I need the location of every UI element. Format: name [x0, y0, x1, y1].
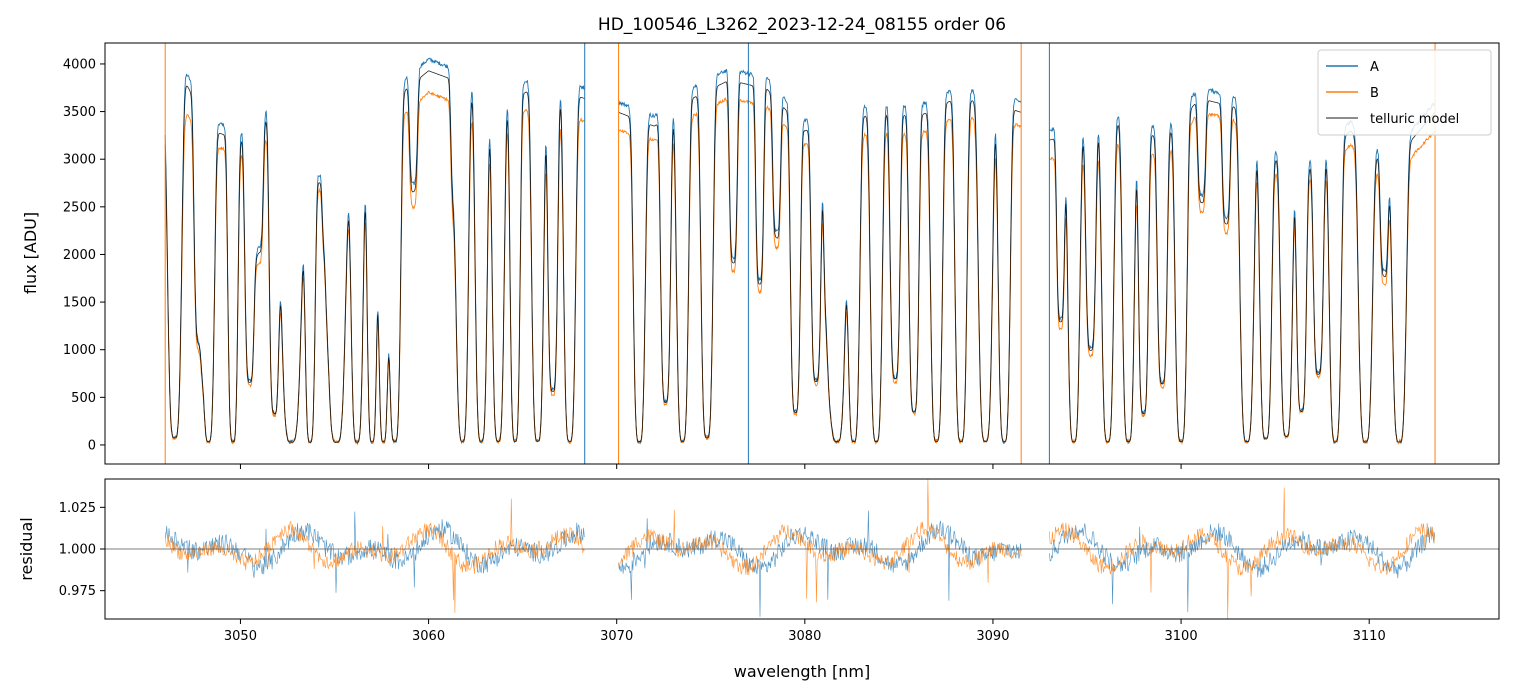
- residual-series-group: [105, 479, 1499, 620]
- telluric-model-line: [618, 81, 1022, 443]
- legend-box: [1317, 49, 1492, 136]
- flux-y-axis-label: flux [ADU]: [21, 212, 40, 294]
- residual-y-axis-label: residual: [17, 517, 36, 580]
- flux-y-tick-label: 1000: [63, 343, 96, 358]
- residual-x-tick-label: 3080: [788, 629, 821, 644]
- residual-series-b-line: [1049, 487, 1435, 620]
- legend: A B telluric model: [1317, 49, 1492, 136]
- flux-y-tick-label: 4000: [63, 57, 96, 72]
- flux-y-tick-label: 1500: [63, 296, 96, 311]
- flux-x-ticks: [239, 464, 1370, 469]
- residual-y-ticks: 0.975 1.000 1.025: [59, 501, 105, 599]
- residual-y-tick-label: 1.025: [59, 501, 96, 516]
- legend-label-a: A: [1370, 60, 1379, 75]
- flux-series-group: [164, 43, 1436, 464]
- residual-series-b-line: [618, 479, 1022, 603]
- residual-x-ticks: 3050 3060 3070 3080 3090 3100 3110: [224, 619, 1386, 644]
- telluric-model-line: [164, 70, 585, 443]
- residual-x-tick-label: 3060: [412, 629, 445, 644]
- flux-y-tick-label: 500: [71, 391, 96, 406]
- residual-x-tick-label: 3090: [976, 629, 1009, 644]
- residual-x-tick-label: 3070: [600, 629, 633, 644]
- legend-label-model: telluric model: [1370, 112, 1459, 127]
- flux-frame: [104, 42, 1500, 465]
- x-axis-label: wavelength [nm]: [734, 662, 871, 681]
- chart-title: HD_100546_L3262_2023-12-24_08155 order 0…: [598, 15, 1006, 35]
- residual-series-b-line: [164, 498, 585, 613]
- residual-x-tick-label: 3100: [1165, 629, 1198, 644]
- flux-y-tick-label: 3500: [63, 105, 96, 120]
- residual-x-tick-label: 3050: [224, 629, 257, 644]
- residual-x-tick-label: 3110: [1353, 629, 1386, 644]
- residual-panel: 0.975 1.000 1.025 3050 3060 3070 3080 3090 3100…: [17, 478, 1500, 681]
- telluric-model-line: [1049, 100, 1436, 443]
- residual-series-a-line: [1049, 523, 1435, 613]
- flux-y-tick-label: 2000: [63, 248, 96, 263]
- flux-y-ticks: 0 500 1000 1500 2000 2500 3000 3500 4000: [63, 57, 105, 453]
- legend-label-b: B: [1370, 86, 1379, 101]
- flux-y-tick-label: 3000: [63, 153, 96, 168]
- flux-panel: 0 500 1000 1500 2000 2500 3000 3500 4000 flux [A…: [21, 42, 1500, 469]
- residual-y-tick-label: 0.975: [59, 584, 96, 599]
- flux-y-tick-label: 2500: [63, 200, 96, 215]
- residual-y-tick-label: 1.000: [59, 543, 96, 558]
- flux-y-tick-label: 0: [88, 438, 96, 453]
- flux-plot-area: [105, 43, 1499, 464]
